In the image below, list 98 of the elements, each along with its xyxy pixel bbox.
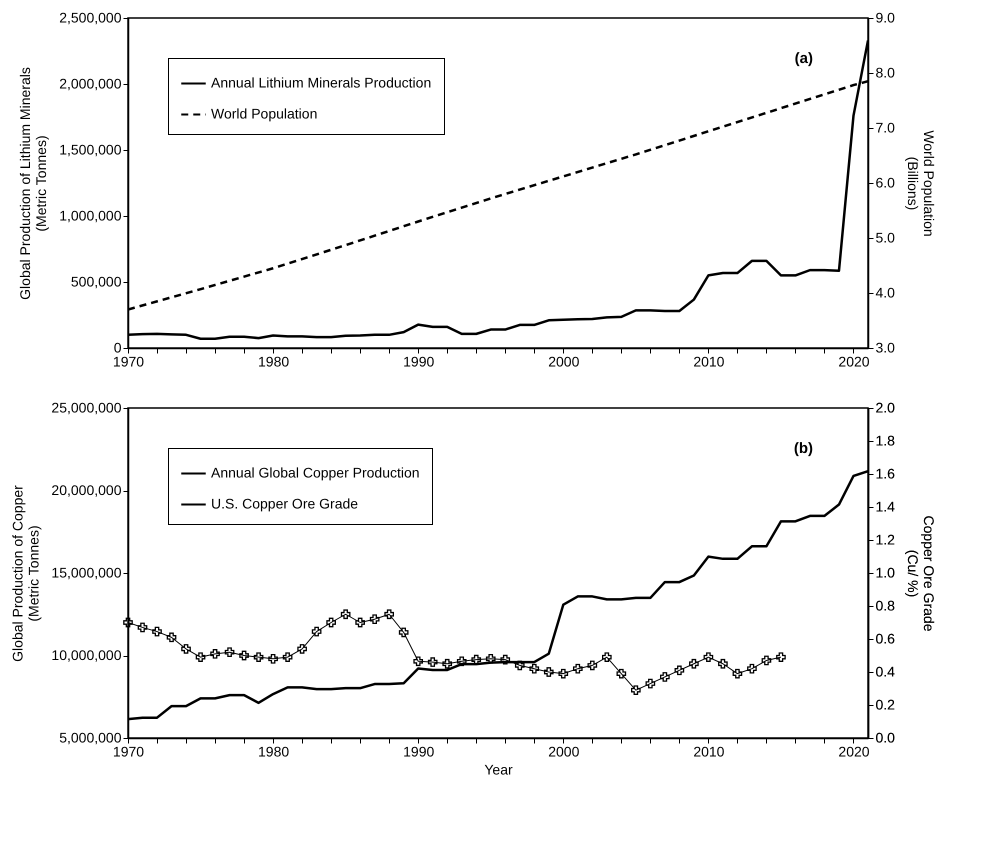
y-axis-title: Global Production of Lithium Minerals (Metric Tonnes) xyxy=(17,67,50,300)
y2-tick-label: 3.0 xyxy=(876,340,896,356)
annotation: (b) xyxy=(794,440,813,457)
y2-axis-title: Copper Ore Grade (Cu/ %) xyxy=(904,516,937,632)
point xyxy=(646,678,656,688)
point xyxy=(181,644,191,654)
point xyxy=(254,652,264,662)
point xyxy=(602,652,612,662)
point xyxy=(196,652,206,662)
point xyxy=(631,685,641,695)
y2-tick-label: 0.6 xyxy=(876,630,896,646)
y2-tick-label: 2.0 xyxy=(876,400,896,416)
point xyxy=(428,657,438,667)
point xyxy=(413,656,424,666)
x-tick-label: 2000 xyxy=(548,744,580,760)
point xyxy=(558,668,568,678)
y2-tick-label: 0.2 xyxy=(876,696,896,712)
point xyxy=(384,609,394,620)
x-tick-label: 1980 xyxy=(258,354,290,370)
y2-tick-label: 1.6 xyxy=(876,466,896,482)
point xyxy=(616,668,626,678)
point xyxy=(370,614,380,624)
y2-tick-label: 4.0 xyxy=(876,284,896,300)
legend-label: U.S. Copper Ore Grade xyxy=(211,496,358,512)
legend-label: World Population xyxy=(211,106,318,122)
x-axis-title: Year xyxy=(484,762,513,778)
point xyxy=(152,626,162,636)
point xyxy=(660,672,670,682)
point xyxy=(210,649,220,659)
x-tick-label: 1980 xyxy=(258,744,290,760)
point xyxy=(674,666,684,676)
x-tick-label: 2020 xyxy=(838,354,870,370)
point xyxy=(297,644,307,654)
point xyxy=(718,658,728,669)
annotation: (a) xyxy=(794,50,813,67)
y2-tick-label: 1.0 xyxy=(876,564,896,580)
y2-tick-label: 5.0 xyxy=(876,230,896,246)
y2-tick-label: 8.0 xyxy=(876,64,896,80)
x-tick-label: 2000 xyxy=(548,354,580,370)
x-tick-label: 2010 xyxy=(693,744,725,760)
point xyxy=(442,658,452,669)
x-tick-label: 2010 xyxy=(693,354,725,370)
point xyxy=(239,650,249,660)
y-tick-label: 2,500,000 xyxy=(59,10,122,26)
x-tick-label: 1970 xyxy=(112,744,144,760)
point xyxy=(355,618,365,628)
x-tick-label: 2020 xyxy=(838,744,870,760)
y2-tick-label: 1.8 xyxy=(876,432,896,448)
point xyxy=(732,668,742,678)
point xyxy=(282,652,292,662)
legend-label: Annual Lithium Minerals Production xyxy=(211,74,432,90)
point xyxy=(689,658,699,669)
y-tick-label: 500,000 xyxy=(70,274,122,290)
x-tick-label: 1970 xyxy=(112,354,144,370)
point xyxy=(486,654,496,664)
point xyxy=(166,632,176,642)
y2-tick-label: 0.8 xyxy=(876,598,896,614)
point xyxy=(500,654,510,664)
point xyxy=(123,618,133,628)
point xyxy=(224,647,234,658)
point xyxy=(312,626,322,636)
point xyxy=(587,660,598,670)
point xyxy=(529,664,540,674)
y-tick-label: 0 xyxy=(114,340,122,356)
point xyxy=(326,618,336,628)
x-tick-label: 1990 xyxy=(403,744,434,760)
point xyxy=(398,628,409,638)
point xyxy=(544,667,554,677)
y2-tick-label: 0.0 xyxy=(876,730,896,746)
point xyxy=(268,654,278,664)
y-tick-label: 5,000,000 xyxy=(59,730,122,746)
legend-label: Annual Global Copper Production xyxy=(211,464,420,480)
y2-tick-label: 0.4 xyxy=(876,664,896,680)
y-tick-label: 25,000,000 xyxy=(51,400,122,416)
y-axis-title: Global Production of Copper (Metric Tonnes) xyxy=(9,484,42,662)
y-tick-label: 1,000,000 xyxy=(59,208,122,224)
y-tick-label: 10,000,000 xyxy=(51,647,122,663)
point xyxy=(340,609,350,620)
point xyxy=(762,656,772,666)
y2-tick-label: 1.4 xyxy=(876,498,896,514)
y2-axis-title: World Population (Billions) xyxy=(904,130,937,237)
y-tick-label: 1,500,000 xyxy=(59,142,122,158)
point xyxy=(747,664,757,674)
y-tick-label: 2,000,000 xyxy=(59,76,122,92)
y-tick-label: 15,000,000 xyxy=(51,564,122,580)
y-tick-label: 20,000,000 xyxy=(51,482,122,498)
x-tick-label: 1990 xyxy=(403,354,434,370)
point xyxy=(704,652,714,662)
y2-tick-label: 6.0 xyxy=(876,174,896,190)
point xyxy=(572,664,583,674)
y2-tick-label: 1.2 xyxy=(876,532,896,548)
point xyxy=(471,654,482,664)
point xyxy=(138,622,148,632)
y2-tick-label: 9.0 xyxy=(876,10,896,26)
y2-tick-label: 7.0 xyxy=(876,120,896,136)
point xyxy=(514,660,525,670)
point xyxy=(776,652,786,662)
point xyxy=(456,656,467,666)
